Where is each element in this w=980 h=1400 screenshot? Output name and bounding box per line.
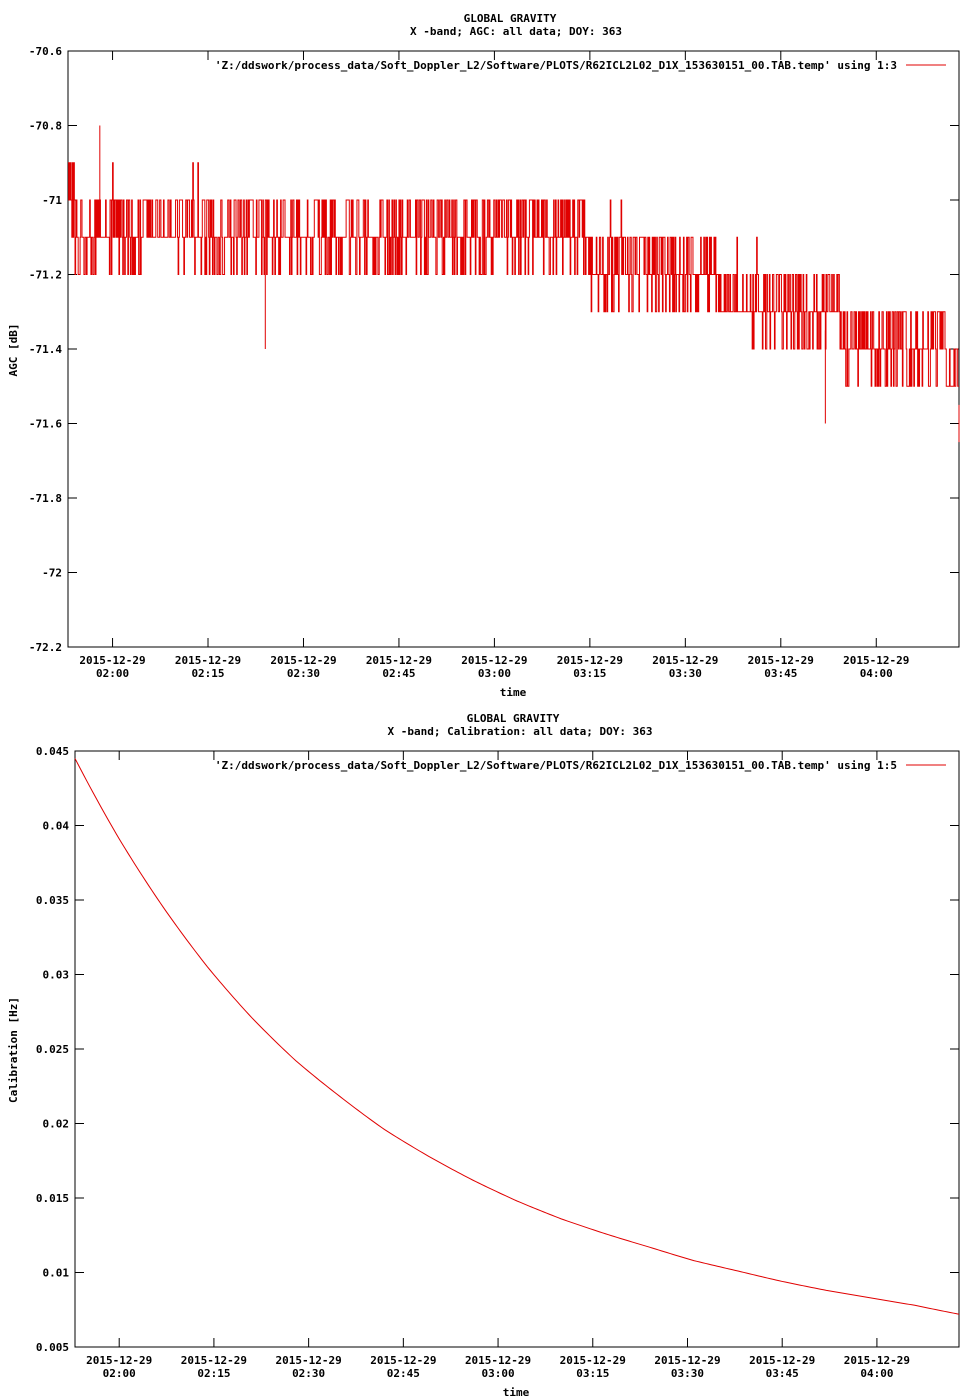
- calibration-y-tick-label: 0.01: [43, 1267, 70, 1280]
- agc-x-tick-time: 03:00: [478, 667, 511, 680]
- agc-x-tick-date: 2015-12-29: [461, 654, 527, 667]
- calibration-x-axis-label: time: [503, 1386, 530, 1399]
- agc-x-tick-date: 2015-12-29: [748, 654, 814, 667]
- calibration-x-tick-time: 03:45: [766, 1367, 799, 1380]
- agc-y-tick-label: -72.2: [29, 641, 62, 654]
- agc-y-tick-label: -71.8: [29, 492, 62, 505]
- agc-y-axis-label: AGC [dB]: [7, 324, 20, 377]
- calibration-y-tick-label: 0.04: [43, 820, 70, 833]
- calibration-series-group: [74, 758, 960, 1315]
- agc-y-tick-label: -72: [42, 567, 62, 580]
- calibration-series-line: [74, 758, 960, 1315]
- agc-x-tick-time: 02:30: [287, 667, 320, 680]
- calibration-y-tick-label: 0.015: [36, 1192, 69, 1205]
- calibration-x-tick-time: 03:30: [671, 1367, 704, 1380]
- agc-x-tick-time: 03:30: [669, 667, 702, 680]
- agc-x-tick-date: 2015-12-29: [366, 654, 432, 667]
- agc-x-tick-date: 2015-12-29: [79, 654, 145, 667]
- agc-x-axis-label: time: [500, 686, 527, 699]
- agc-x-tick-time: 03:45: [764, 667, 797, 680]
- calibration-x-tick-date: 2015-12-29: [276, 1354, 342, 1367]
- calibration-x-tick-date: 2015-12-29: [370, 1354, 436, 1367]
- agc-x-tick-time: 03:15: [573, 667, 606, 680]
- calibration-x-axis: 2015-12-2902:002015-12-2902:152015-12-29…: [86, 751, 910, 1380]
- calibration-x-tick-date: 2015-12-29: [465, 1354, 531, 1367]
- calibration-y-axis-label: Calibration [Hz]: [7, 997, 20, 1103]
- agc-x-tick-time: 02:45: [382, 667, 415, 680]
- calibration-plot-frame: [74, 750, 960, 1348]
- calibration-y-tick-label: 0.025: [36, 1043, 69, 1056]
- agc-x-tick-date: 2015-12-29: [175, 654, 241, 667]
- calibration-chart-subtitle: X -band; Calibration: all data; DOY: 363: [388, 725, 653, 738]
- agc-y-tick-label: -70.8: [29, 120, 62, 133]
- calibration-y-tick-label: 0.035: [36, 894, 69, 907]
- calibration-y-tick-label: 0.02: [43, 1118, 70, 1131]
- agc-x-tick-time: 02:15: [191, 667, 224, 680]
- agc-chart-subtitle: X -band; AGC: all data; DOY: 363: [410, 25, 622, 38]
- calibration-x-tick-date: 2015-12-29: [181, 1354, 247, 1367]
- calibration-x-tick-date: 2015-12-29: [654, 1354, 720, 1367]
- agc-x-tick-date: 2015-12-29: [843, 654, 909, 667]
- agc-series-group: [68, 125, 960, 443]
- calibration-x-tick-time: 02:15: [197, 1367, 230, 1380]
- calibration-x-tick-date: 2015-12-29: [560, 1354, 626, 1367]
- agc-series-line: [68, 162, 959, 387]
- calibration-y-tick-label: 0.005: [36, 1341, 69, 1354]
- agc-chart-title: GLOBAL GRAVITY: [464, 12, 557, 25]
- agc-y-tick-label: -71.4: [29, 343, 62, 356]
- agc-x-tick-date: 2015-12-29: [557, 654, 623, 667]
- agc-y-axis: -70.6 -70.8 -71 -71.2 -71.4 -71.6 -71.8 -72 -72.…: [29, 45, 959, 654]
- calibration-x-tick-date: 2015-12-29: [86, 1354, 152, 1367]
- calibration-legend-label: 'Z:/ddswork/process_data/Soft_Doppler_L2…: [215, 759, 897, 772]
- agc-x-axis: 2015-12-2902:002015-12-2902:152015-12-29…: [79, 51, 909, 680]
- agc-y-tick-label: -71.6: [29, 418, 62, 431]
- calibration-x-tick-time: 02:45: [387, 1367, 420, 1380]
- agc-x-tick-date: 2015-12-29: [270, 654, 336, 667]
- agc-x-tick-time: 02:00: [96, 667, 129, 680]
- calibration-x-tick-time: 02:00: [103, 1367, 136, 1380]
- agc-y-tick-label: -71.2: [29, 269, 62, 282]
- calibration-chart-title: GLOBAL GRAVITY: [467, 712, 560, 725]
- calibration-x-tick-time: 03:00: [481, 1367, 514, 1380]
- calibration-x-tick-date: 2015-12-29: [844, 1354, 910, 1367]
- agc-y-tick-label: -71: [42, 194, 62, 207]
- calibration-chart: GLOBAL GRAVITY X -band; Calibration: all…: [7, 712, 960, 1399]
- calibration-y-axis: 0.045 0.04 0.035 0.03 0.025 0.02 0.015 0.01 0.00…: [36, 745, 959, 1354]
- agc-x-tick-time: 04:00: [860, 667, 893, 680]
- agc-y-tick-label: -70.6: [29, 45, 62, 58]
- calibration-x-tick-time: 04:00: [860, 1367, 893, 1380]
- agc-legend-label: 'Z:/ddswork/process_data/Soft_Doppler_L2…: [215, 59, 897, 72]
- calibration-y-tick-label: 0.03: [43, 969, 70, 982]
- agc-x-tick-date: 2015-12-29: [652, 654, 718, 667]
- calibration-y-tick-label: 0.045: [36, 745, 69, 758]
- calibration-x-tick-time: 02:30: [292, 1367, 325, 1380]
- calibration-x-tick-time: 03:15: [576, 1367, 609, 1380]
- agc-chart: GLOBAL GRAVITY X -band; AGC: all data; D…: [7, 12, 960, 699]
- calibration-x-tick-date: 2015-12-29: [749, 1354, 815, 1367]
